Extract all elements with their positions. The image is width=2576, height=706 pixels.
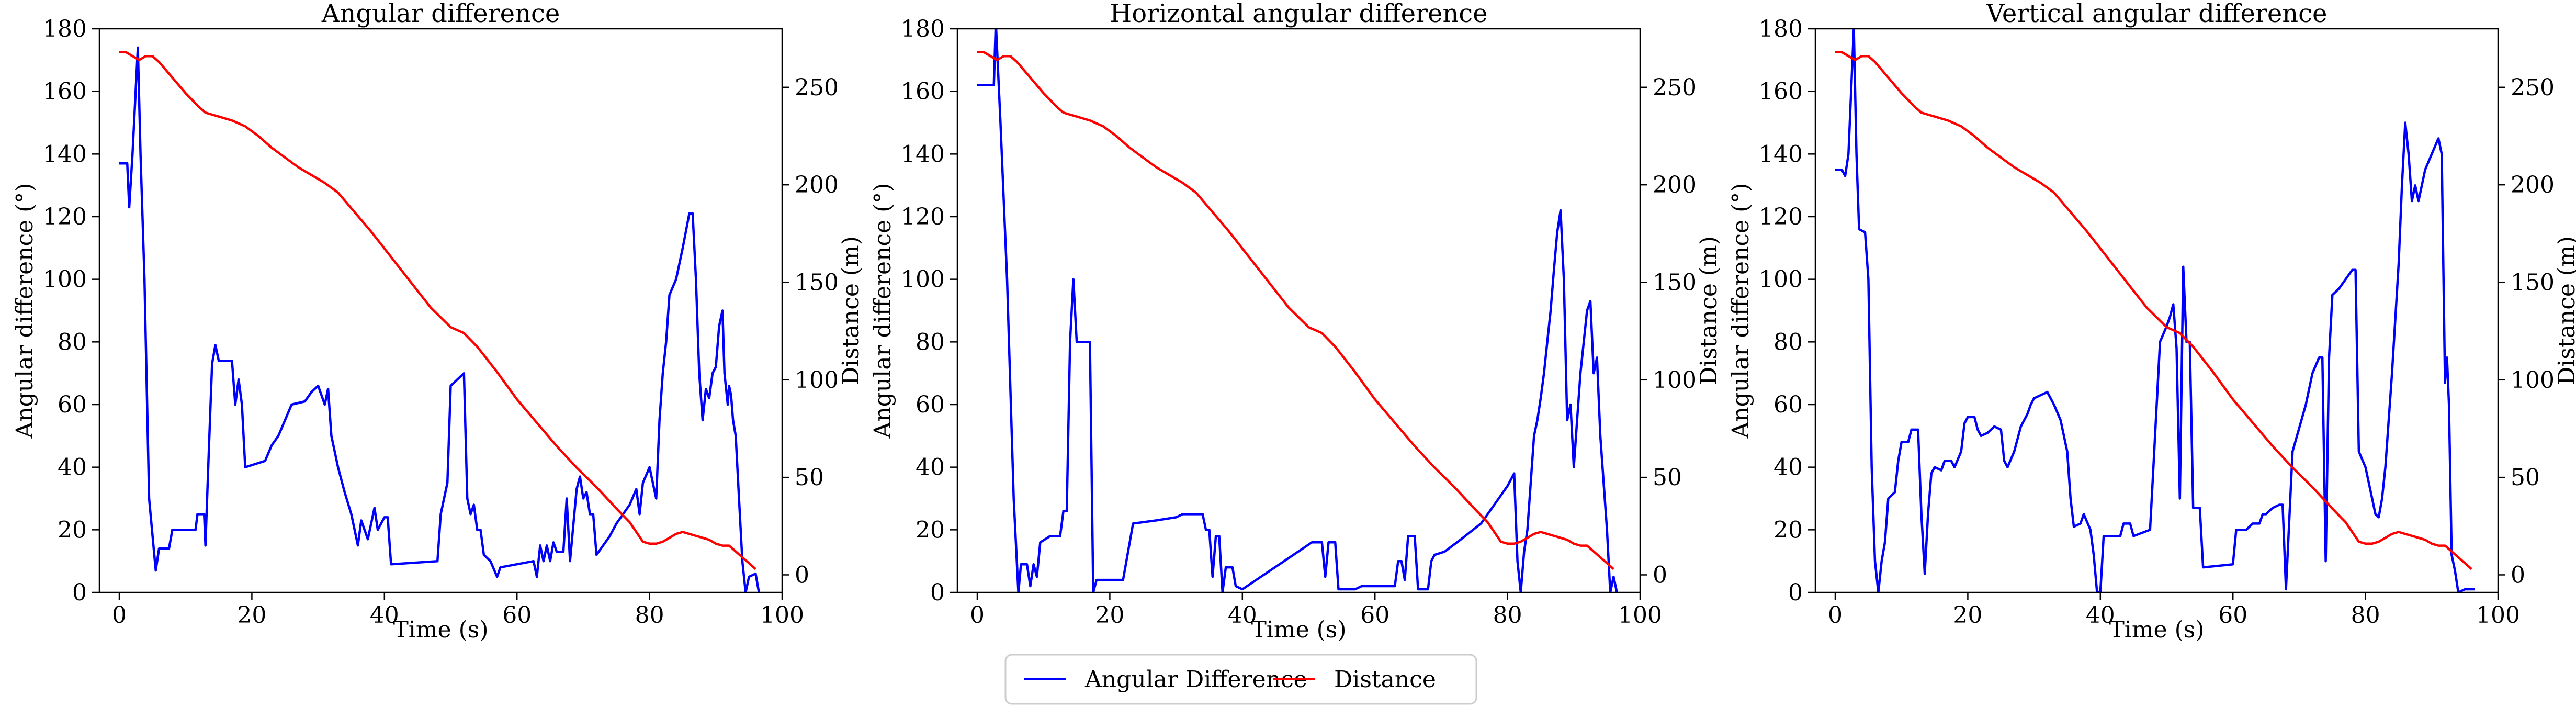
y2-tick-label: 150 — [2511, 269, 2555, 296]
y2-tick-label: 200 — [795, 172, 839, 198]
y2-axis-label: Distance (m) — [838, 236, 864, 385]
x-tick-label: 0 — [970, 602, 985, 629]
series-line-distance — [977, 51, 1614, 570]
y-tick-label: 100 — [901, 266, 945, 293]
y-axis-label: Angular difference (°) — [12, 183, 38, 439]
y2-tick-label: 50 — [795, 464, 824, 491]
y-tick-label: 120 — [901, 204, 945, 230]
y2-tick-label: 250 — [795, 74, 839, 101]
x-tick-label: 80 — [2351, 602, 2380, 629]
y-tick-label: 20 — [1773, 517, 1803, 543]
series-line-angular-difference — [1835, 29, 2475, 592]
y2-tick-label: 0 — [795, 562, 809, 588]
x-tick-label: 20 — [237, 602, 266, 629]
series-line-distance — [1835, 51, 2472, 570]
legend-label-angular-difference: Angular Difference — [1084, 666, 1307, 693]
y2-tick-label: 0 — [2511, 562, 2525, 588]
y-tick-label: 20 — [916, 517, 945, 543]
x-tick-label: 100 — [2476, 602, 2520, 629]
y-tick-label: 140 — [901, 141, 945, 167]
x-tick-label: 20 — [1953, 602, 1982, 629]
y2-tick-label: 100 — [795, 367, 839, 394]
series-line-angular-difference — [119, 46, 760, 592]
y2-tick-label: 50 — [2511, 464, 2540, 491]
plot-frame — [98, 28, 783, 593]
x-tick-label: 60 — [502, 602, 532, 629]
chart-panel-3: 0 20 40 60 80 100 0 20 40 60 80 100 120 140 160 180 0 50 1… — [1727, 0, 2576, 643]
chart-title: Horizontal angular difference — [1110, 0, 1487, 28]
x-tick-label: 0 — [1828, 602, 1843, 629]
y-tick-label: 40 — [916, 454, 945, 481]
y-tick-label: 180 — [1759, 16, 1803, 42]
y-tick-label: 100 — [43, 266, 87, 293]
y-axis-label: Angular difference (°) — [869, 183, 896, 439]
series-line-angular-difference — [977, 29, 1618, 592]
y2-tick-label: 250 — [2511, 74, 2555, 101]
legend-label-distance: Distance — [1334, 666, 1436, 693]
plot-frame — [956, 28, 1641, 593]
y-tick-label: 180 — [43, 16, 87, 42]
y-tick-label: 60 — [1773, 391, 1803, 418]
y-tick-label: 160 — [1759, 79, 1803, 105]
x-tick-label: 40 — [1228, 602, 1257, 629]
y-tick-label: 140 — [1759, 141, 1803, 167]
y-tick-label: 0 — [1788, 579, 1803, 606]
x-tick-label: 0 — [112, 602, 127, 629]
x-tick-label: 40 — [370, 602, 399, 629]
y2-tick-label: 100 — [1653, 367, 1697, 394]
y-tick-label: 160 — [901, 79, 945, 105]
y-tick-label: 100 — [1759, 266, 1803, 293]
y2-tick-label: 0 — [1653, 562, 1667, 588]
x-axis-label: Time (s) — [1251, 617, 1346, 643]
x-tick-label: 60 — [1360, 602, 1389, 629]
legend: Angular Difference Distance — [1004, 654, 1477, 705]
y-tick-label: 0 — [72, 579, 87, 606]
x-tick-label: 80 — [635, 602, 664, 629]
x-tick-label: 80 — [1493, 602, 1522, 629]
x-tick-label: 60 — [2218, 602, 2247, 629]
y2-tick-label: 50 — [1653, 464, 1682, 491]
chart-panel-2: 0 20 40 60 80 100 0 20 40 60 80 100 120 140 160 180 0 50 1… — [869, 0, 1722, 643]
y2-tick-label: 150 — [1653, 269, 1697, 296]
y-tick-label: 60 — [916, 391, 945, 418]
y2-tick-label: 100 — [2511, 367, 2555, 394]
y2-tick-label: 150 — [795, 269, 839, 296]
y-tick-label: 80 — [916, 329, 945, 355]
y2-axis-label: Distance (m) — [2554, 236, 2576, 385]
x-tick-label: 20 — [1095, 602, 1124, 629]
x-tick-label: 100 — [760, 602, 804, 629]
x-tick-label: 100 — [1618, 602, 1662, 629]
x-tick-label: 40 — [2086, 602, 2115, 629]
legend-frame — [1004, 654, 1477, 705]
y-tick-label: 160 — [43, 79, 87, 105]
x-axis-label: Time (s) — [393, 617, 488, 643]
y-tick-label: 80 — [1773, 329, 1803, 355]
y-tick-label: 120 — [43, 204, 87, 230]
x-axis-label: Time (s) — [2109, 617, 2204, 643]
y-tick-label: 180 — [901, 16, 945, 42]
y-tick-label: 20 — [58, 517, 87, 543]
y-tick-label: 0 — [930, 579, 945, 606]
y-tick-label: 140 — [43, 141, 87, 167]
plot-frame — [1814, 28, 2499, 593]
chart-title: Vertical angular difference — [1986, 0, 2328, 28]
chart-title: Angular difference — [321, 0, 560, 28]
charts-container: 0 20 40 60 80 100 0 20 40 60 80 100 120 140 160 180 0 50 1… — [12, 0, 2576, 643]
y2-tick-label: 250 — [1653, 74, 1697, 101]
y2-axis-label: Distance (m) — [1696, 236, 1722, 385]
y-tick-label: 120 — [1759, 204, 1803, 230]
y-axis-label: Angular difference (°) — [1727, 183, 1754, 439]
y-tick-label: 40 — [58, 454, 87, 481]
series-line-distance — [119, 51, 756, 570]
y2-tick-label: 200 — [1653, 172, 1697, 198]
y-tick-label: 60 — [58, 391, 87, 418]
chart-panel-1: 0 20 40 60 80 100 0 20 40 60 80 100 120 140 160 180 0 50 1… — [12, 0, 864, 643]
y-tick-label: 80 — [58, 329, 87, 355]
y2-tick-label: 200 — [2511, 172, 2555, 198]
y-tick-label: 40 — [1773, 454, 1803, 481]
